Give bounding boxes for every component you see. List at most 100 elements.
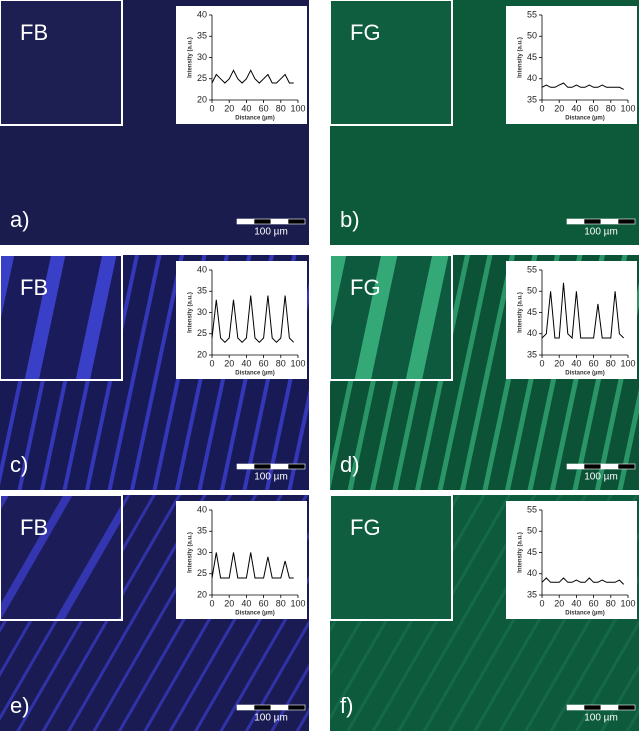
scale-bar [567, 219, 584, 224]
x-tick-label: 80 [276, 598, 286, 608]
scale-bar [237, 705, 254, 710]
y-tick-label: 20 [197, 589, 207, 599]
dye-label: FG [350, 275, 381, 300]
scale-bar [618, 219, 635, 224]
y-axis-label: Intensity (a.u.) [518, 37, 524, 78]
panel-letter: a) [10, 207, 30, 232]
panel-letter: c) [10, 452, 28, 477]
y-axis-label: Intensity (a.u.) [188, 292, 194, 333]
y-tick-label: 25 [197, 328, 207, 338]
y-axis-label: Intensity (a.u.) [518, 292, 524, 333]
x-tick-label: 20 [224, 598, 234, 608]
scale-bar [288, 705, 305, 710]
scale-bar [254, 219, 271, 224]
x-tick-label: 0 [539, 103, 544, 113]
x-tick-label: 80 [276, 358, 286, 368]
dye-label: FB [20, 275, 48, 300]
y-tick-label: 40 [527, 568, 537, 578]
scale-bar [567, 705, 584, 710]
x-tick-label: 40 [571, 103, 581, 113]
x-tick-label: 0 [209, 598, 214, 608]
scale-bar [271, 464, 288, 469]
x-tick-label: 80 [606, 358, 616, 368]
zoom-inset [330, 0, 452, 125]
y-tick-label: 50 [527, 286, 537, 296]
x-tick-label: 100 [620, 358, 635, 368]
scale-bar-label: 100 µm [584, 472, 618, 483]
scale-bar [271, 705, 288, 710]
y-tick-label: 35 [527, 589, 537, 599]
scale-bar-label: 100 µm [254, 472, 288, 483]
x-tick-label: 60 [259, 103, 269, 113]
y-tick-label: 35 [527, 349, 537, 359]
panel-letter: d) [340, 452, 360, 477]
scale-bar-label: 100 µm [254, 227, 288, 238]
scale-bar [618, 705, 635, 710]
x-tick-label: 0 [539, 598, 544, 608]
y-tick-label: 55 [527, 504, 537, 514]
dye-label: FB [20, 20, 48, 45]
y-axis-label: Intensity (a.u.) [188, 37, 194, 78]
y-tick-label: 25 [197, 73, 207, 83]
scale-bar [584, 219, 601, 224]
zoom-inset [330, 255, 452, 380]
x-tick-label: 100 [290, 598, 305, 608]
scale-bar-label: 100 µm [254, 713, 288, 724]
scale-bar [237, 464, 254, 469]
x-axis-label: Distance (µm) [565, 371, 604, 377]
y-tick-label: 45 [527, 52, 537, 62]
y-tick-label: 55 [527, 9, 537, 19]
scale-bar [601, 219, 618, 224]
x-axis-label: Distance (µm) [565, 116, 604, 122]
x-tick-label: 60 [589, 598, 599, 608]
y-tick-label: 30 [197, 547, 207, 557]
x-tick-label: 100 [290, 103, 305, 113]
y-tick-label: 30 [197, 307, 207, 317]
scale-bar [288, 464, 305, 469]
x-tick-label: 60 [259, 598, 269, 608]
x-tick-label: 80 [276, 103, 286, 113]
y-tick-label: 35 [197, 526, 207, 536]
zoom-inset [0, 495, 122, 620]
x-tick-label: 0 [209, 358, 214, 368]
panel-letter: e) [10, 693, 30, 718]
scale-bar [254, 705, 271, 710]
scale-bar [601, 705, 618, 710]
y-tick-label: 35 [197, 31, 207, 41]
scale-bar [288, 219, 305, 224]
dye-label: FG [350, 515, 381, 540]
x-tick-label: 40 [241, 598, 251, 608]
x-axis-label: Distance (µm) [235, 371, 274, 377]
scale-bar [237, 219, 254, 224]
y-tick-label: 40 [527, 328, 537, 338]
panel-letter: f) [340, 693, 353, 718]
x-tick-label: 40 [241, 103, 251, 113]
y-tick-label: 35 [527, 94, 537, 104]
x-tick-label: 40 [571, 598, 581, 608]
x-tick-label: 100 [290, 358, 305, 368]
scale-bar-label: 100 µm [584, 713, 618, 724]
x-tick-label: 60 [259, 358, 269, 368]
scale-bar [254, 464, 271, 469]
x-tick-label: 40 [241, 358, 251, 368]
y-tick-label: 45 [527, 307, 537, 317]
zoom-inset [0, 255, 122, 380]
scale-bar [601, 464, 618, 469]
dye-label: FB [20, 515, 48, 540]
y-tick-label: 40 [197, 504, 207, 514]
y-tick-label: 40 [197, 9, 207, 19]
x-tick-label: 20 [224, 358, 234, 368]
x-tick-label: 40 [571, 358, 581, 368]
zoom-inset [330, 495, 452, 620]
y-tick-label: 40 [197, 264, 207, 274]
dye-label: FG [350, 20, 381, 45]
x-tick-label: 20 [554, 103, 564, 113]
scale-bar [584, 464, 601, 469]
x-tick-label: 60 [589, 103, 599, 113]
x-tick-label: 20 [554, 358, 564, 368]
